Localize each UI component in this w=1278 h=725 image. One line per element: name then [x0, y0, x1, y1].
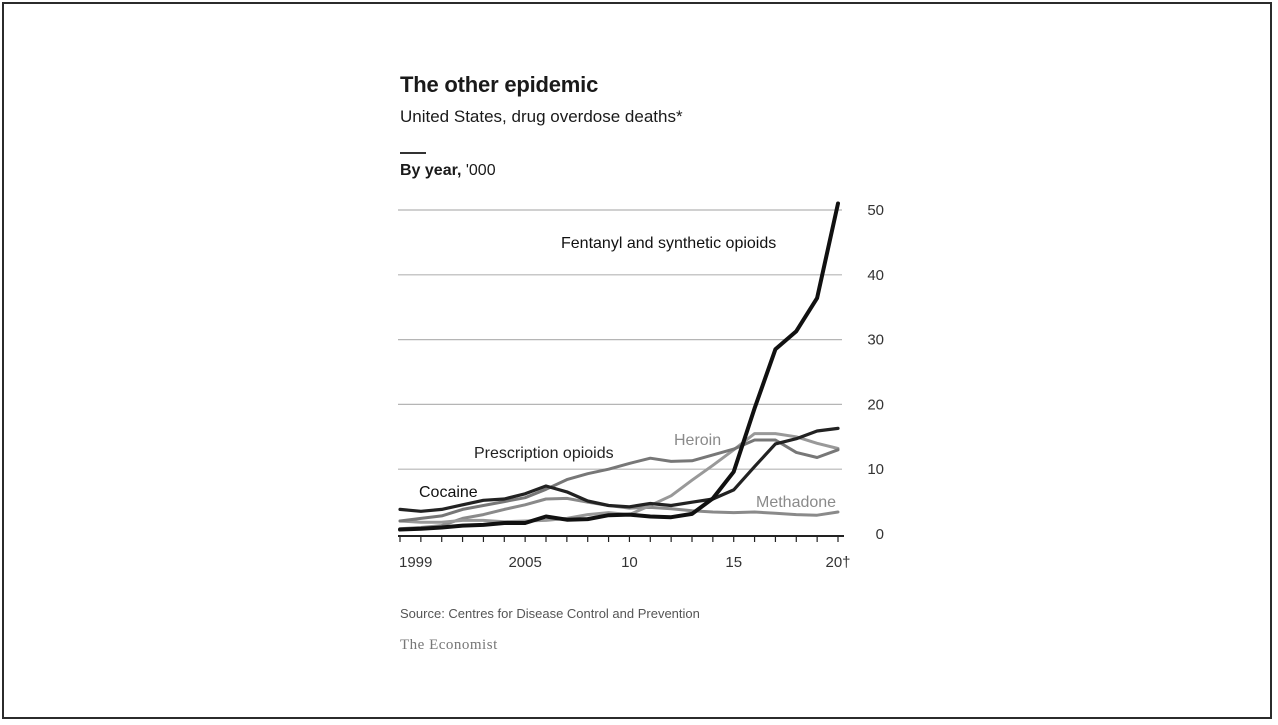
- series-lines: [398, 201, 840, 532]
- series-line-cocaine: [398, 426, 840, 513]
- series-label-cocaine: Cocaine: [419, 484, 478, 501]
- chart-subtitle: United States, drug overdose deaths*: [400, 107, 683, 126]
- x-tick-label-2015: 15: [725, 554, 742, 571]
- x-tick-label-2005: 2005: [508, 554, 541, 571]
- y-tick-label-10: 10: [867, 461, 884, 478]
- x-tick-labels: 1999 2005 10 15 20†: [399, 554, 851, 571]
- panel-title: By year, '000: [400, 162, 496, 180]
- y-tick-label-0: 0: [876, 526, 884, 543]
- x-axis: [398, 535, 844, 542]
- x-tick-label-2020: 20†: [825, 554, 850, 571]
- series-label-heroin: Heroin: [674, 432, 721, 449]
- publisher-logo: The Economist: [400, 637, 498, 653]
- x-tick-label-1999: 1999: [399, 554, 432, 571]
- series-label-prescription-opioids: Prescription opioids: [474, 445, 614, 462]
- series-line-prescription-opioids: [398, 438, 840, 523]
- gridlines: [398, 209, 842, 470]
- y-tick-label-20: 20: [867, 396, 884, 413]
- x-tick-label-2010: 10: [621, 554, 638, 571]
- panel-title-bold: By year,: [400, 162, 462, 179]
- series-label-fentanyl-and-synthetic-opioids: Fentanyl and synthetic opioids: [561, 235, 776, 252]
- y-tick-labels: 0 10 20 30 40 50: [867, 202, 884, 543]
- chart-title: The other epidemic: [400, 72, 599, 97]
- y-tick-label-30: 30: [867, 332, 884, 349]
- y-tick-label-50: 50: [867, 202, 884, 219]
- series-line-fentanyl-and-synthetic-opioids: [398, 201, 840, 532]
- series-label-methadone: Methadone: [756, 494, 836, 511]
- series-labels: Fentanyl and synthetic opioids Prescripti…: [419, 235, 836, 511]
- panel-title-unit: '000: [461, 162, 496, 179]
- title-rule: [400, 152, 426, 154]
- source-note: Source: Centres for Disease Control and …: [400, 606, 700, 621]
- y-tick-label-40: 40: [867, 267, 884, 284]
